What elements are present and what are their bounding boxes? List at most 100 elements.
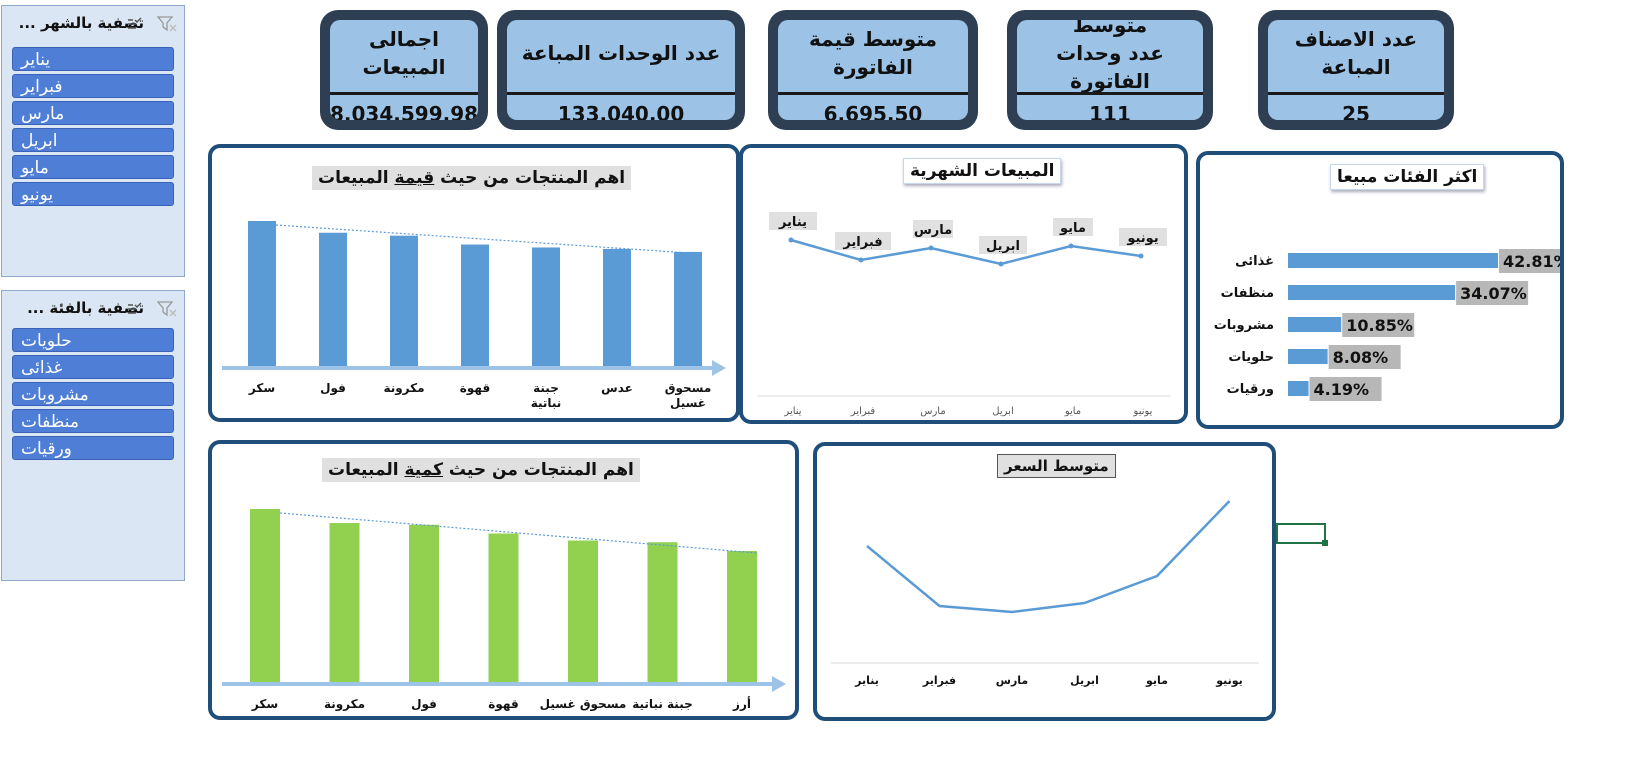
clear-filter-icon[interactable] [157, 16, 177, 32]
kpi-avg-invoice-units-value: 111 [1089, 102, 1131, 120]
bar [461, 244, 489, 368]
tick-label: مارس [920, 406, 945, 417]
tick-label: فول [411, 697, 437, 712]
data-label: يونيو [1126, 231, 1158, 246]
kpi-units-sold-title: عدد الوحدات المباعة [521, 41, 721, 65]
tick-label: نباتية [531, 396, 562, 410]
clear-filter-icon[interactable] [157, 301, 177, 317]
slicer-item-jan[interactable]: يناير [12, 47, 174, 71]
tick-label: قهوة [460, 381, 490, 396]
tick-label: قهوة [488, 697, 518, 712]
bar [250, 509, 280, 684]
bar [1288, 349, 1328, 364]
tick-label: يونيو [1215, 674, 1243, 687]
data-label-box [1342, 313, 1415, 337]
slicer-item-feb[interactable]: فبراير [12, 74, 174, 98]
category-slicer-header: تصفية بالفئة ... [2, 291, 184, 325]
selected-cell[interactable] [1276, 523, 1326, 544]
kpi-avg-invoice-value-body: متوسط قيمة الفاتورة 6,695.50 [778, 20, 968, 120]
slicer-item-may[interactable]: مايو [12, 155, 174, 179]
month-slicer-header: تصفية بالشهر ... [2, 6, 184, 40]
bar [390, 235, 418, 368]
kpi-divider [507, 92, 735, 95]
data-label: 8.08% [1333, 348, 1389, 367]
kpi-divider [1017, 92, 1203, 95]
slicer-item-food[interactable]: غذائى [12, 355, 174, 379]
bar [488, 533, 519, 684]
monthly-panel: المبيعات الشهرية يناير فبراير مارس ابريل ماي… [739, 144, 1188, 424]
bar [647, 542, 678, 684]
kpi-avg-invoice-value: متوسط قيمة الفاتورة 6,695.50 [768, 10, 978, 130]
data-label-box [979, 236, 1027, 254]
slicer-item-paper[interactable]: ورقيات [12, 436, 174, 460]
kpi-avg-invoice-units-title: متوسط عدد وحدات الفاتورة [1017, 20, 1203, 93]
slicer-item-drinks[interactable]: مشروبات [12, 382, 174, 406]
data-label-box [1309, 377, 1382, 401]
kpi-avg-invoice-value-title: متوسط قيمة الفاتورة [809, 27, 937, 79]
data-point [998, 261, 1004, 267]
kpi-units-sold-body: عدد الوحدات المباعة 133,040.00 [507, 20, 735, 120]
avg-price-title: متوسط السعر [997, 454, 1116, 478]
top-qty-chart: سكر مكرونة فول قهوة مسحوق غسيل جبنة نباتية أرز [222, 509, 786, 712]
bar [532, 247, 560, 368]
data-label-box [1053, 218, 1093, 236]
data-label: فبراير [842, 235, 882, 250]
tick-label: سكر [248, 381, 275, 395]
top-qty-title-prefix: اهم المنتجات من حيث [443, 460, 634, 480]
kpi-divider [330, 92, 478, 95]
slicer-item-apr[interactable]: ابريل [12, 128, 174, 152]
kpi-avg-invoice-units-title-line2: عدد وحدات الفاتورة [1056, 41, 1164, 93]
kpi-items-sold-count-value: 25 [1342, 102, 1370, 120]
monthly-chart: يناير فبراير مارس ابريل مايو يونيو يناير فبراير… [757, 212, 1171, 417]
tick-label: مارس [996, 674, 1028, 687]
bar [319, 232, 347, 368]
tick-label: عدس [601, 381, 633, 395]
slicer-item-sweets[interactable]: حلويات [12, 328, 174, 352]
top-value-panel: اهم المنتجات من حيث قيمة المبيعات سكر فول… [208, 144, 740, 422]
slicer-item-detergents[interactable]: منظفات [12, 409, 174, 433]
multi-select-icon[interactable] [127, 302, 143, 316]
tick-label: مكرونة [383, 381, 424, 396]
avg-price-chart: يناير فبراير مارس ابريل مايو يونيو [831, 500, 1259, 687]
trendline [275, 224, 703, 255]
kpi-total-sales-title: اجمالى المبيعات [362, 27, 446, 79]
data-label: 10.85% [1346, 316, 1413, 335]
tick-label: مكرونة [324, 697, 365, 712]
slicer-item-jun[interactable]: يونيو [12, 182, 174, 206]
fill-handle[interactable] [1322, 540, 1328, 546]
axis-arrow [772, 676, 786, 692]
category-label: ورقيات [1227, 382, 1274, 397]
data-label: 34.07% [1460, 284, 1527, 303]
data-label: 42.81% [1503, 252, 1560, 271]
multi-select-icon[interactable] [127, 17, 143, 31]
data-label-box [835, 232, 891, 250]
month-slicer-title: تصفية بالشهر ... [18, 14, 144, 32]
data-point [1138, 253, 1144, 259]
slicer-item-mar[interactable]: مارس [12, 101, 174, 125]
tick-label: يونيو [1133, 406, 1153, 417]
data-point [858, 257, 864, 263]
kpi-items-sold-count: عدد الاصناف المباعة 25 [1258, 10, 1454, 130]
data-label-box [1456, 281, 1529, 305]
tick-label: ابريل [1070, 674, 1099, 687]
kpi-total-sales: اجمالى المبيعات 8,034,599.98 [320, 10, 488, 130]
bar [674, 251, 702, 368]
tick-label: فول [320, 381, 346, 396]
top-qty-panel: اهم المنتجات من حيث كمية المبيعات سكر مكر… [208, 440, 799, 720]
tick-label: مايو [1145, 674, 1168, 687]
kpi-divider [778, 92, 968, 95]
kpi-avg-invoice-value-value: 6,695.50 [823, 102, 923, 120]
avg-price-panel: متوسط السعر يناير فبراير مارس ابريل مايو يوني… [813, 442, 1276, 721]
top-value-title-underlined: قيمة [394, 168, 435, 188]
series-line [790, 238, 1142, 266]
tick-label: مسحوق غسيل [540, 697, 627, 712]
bar [409, 524, 439, 684]
data-point [928, 245, 934, 251]
bar [1288, 317, 1342, 332]
data-label: مايو [1059, 221, 1086, 236]
category-slicer-title: تصفية بالفئة ... [27, 299, 144, 317]
tick-label: مسحوق [665, 381, 712, 396]
bar [568, 540, 598, 684]
tick-label: غسيل [670, 396, 706, 410]
data-label: 4.19% [1314, 380, 1370, 399]
